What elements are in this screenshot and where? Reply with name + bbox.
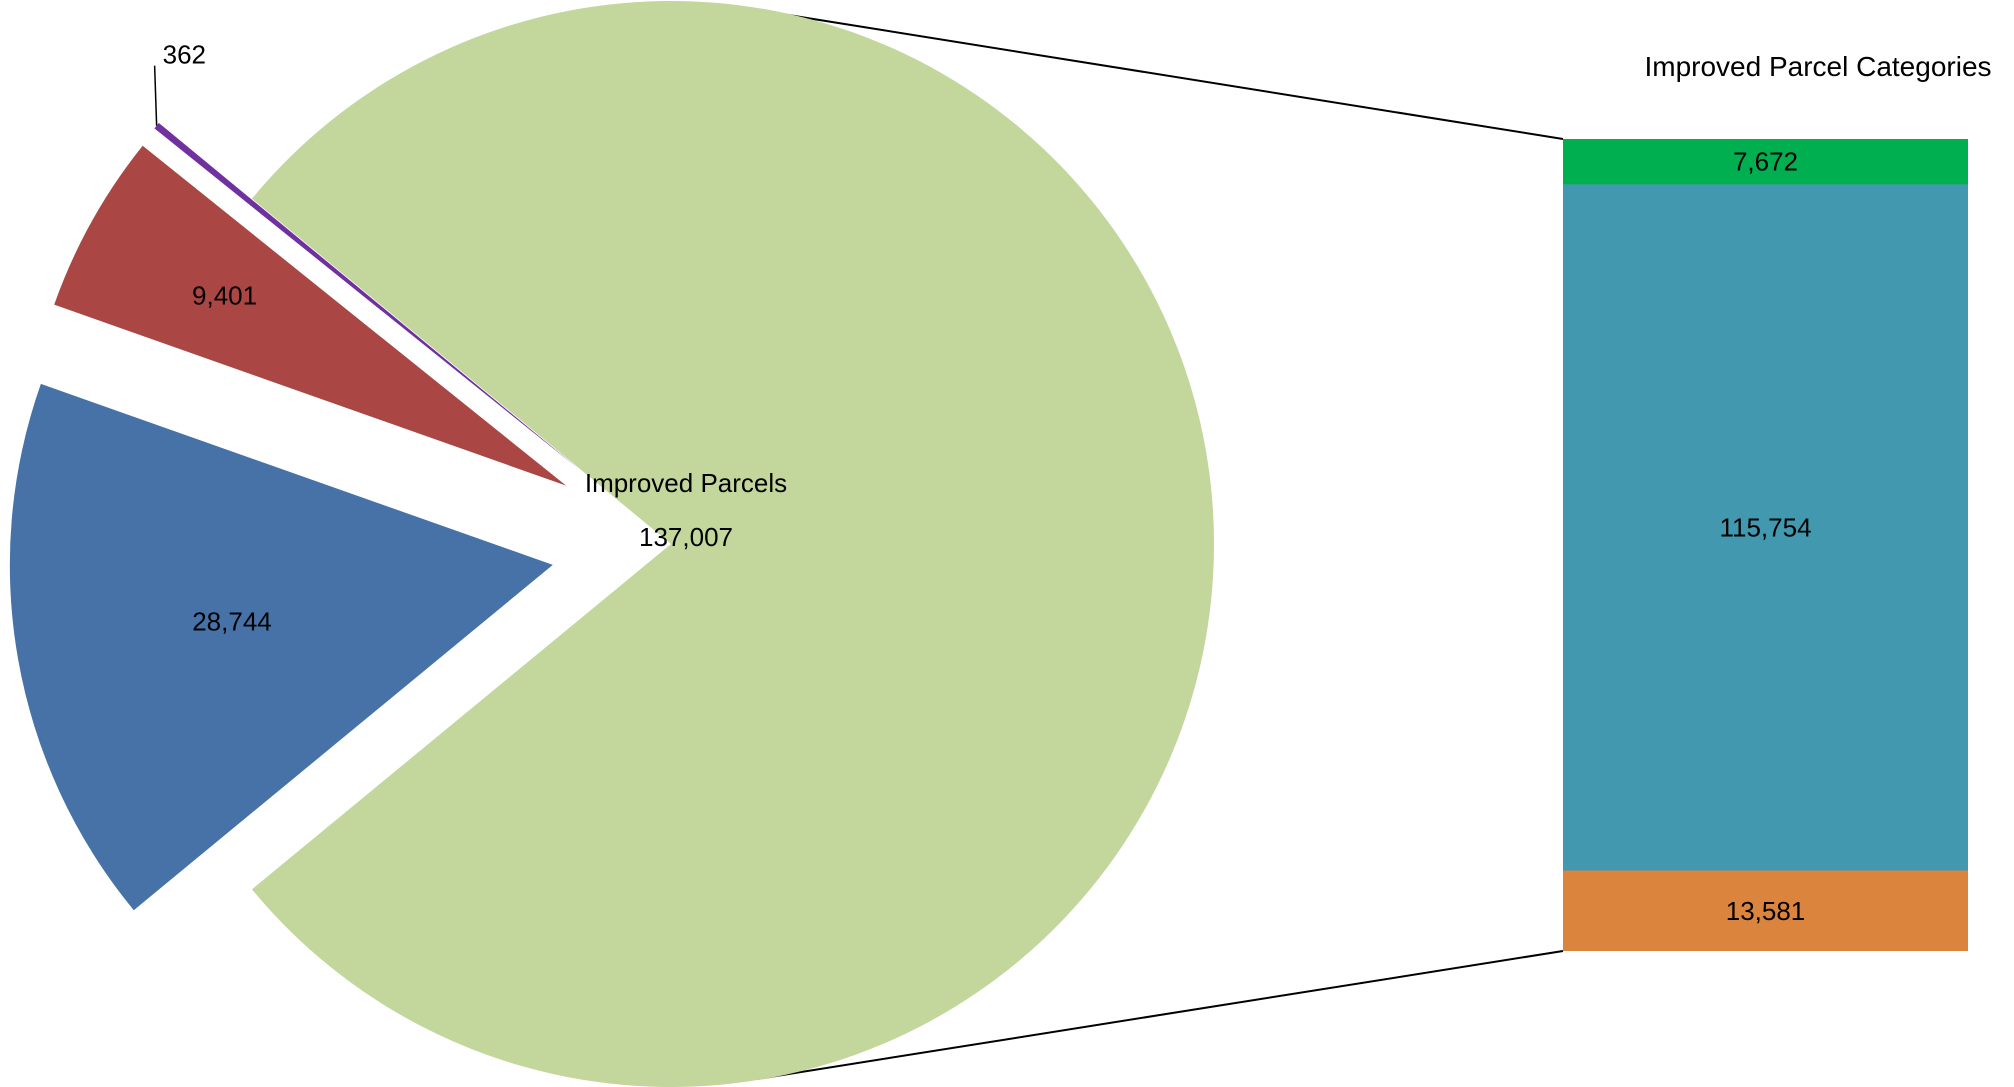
pie-slice-9-401 — [54, 145, 567, 486]
pie-slice-28-744 — [9, 383, 553, 911]
pie-slice-improved-parcels — [251, 0, 1215, 1087]
connector-line-bottom — [756, 950, 1564, 1080]
stacked-bar — [1563, 139, 1968, 951]
pie-slice-value-label: 28,744 — [192, 607, 272, 637]
pie-slice-362 — [154, 122, 578, 469]
connector-lines — [756, 9, 1564, 1080]
data-labels: Improved Parcels 137,007 28,744 9,401 362 7,6… — [153, 40, 1992, 926]
pie-slice-value-label: 362 — [163, 40, 206, 70]
bar-segment-value-label: 7,672 — [1733, 147, 1798, 177]
pie-slice-value-label: 9,401 — [192, 280, 257, 310]
pie-slice-label-value: 137,007 — [639, 522, 733, 552]
pie — [9, 0, 1215, 1087]
bar-segment-value-label: 115,754 — [1719, 512, 1811, 542]
connector-line-top — [756, 9, 1564, 140]
bar-segment-value-label: 13,581 — [1726, 896, 1806, 926]
leader-line — [153, 65, 158, 126]
bar-title: Improved Parcel Categories — [1644, 51, 1991, 82]
bar-segment-7-672 — [1563, 139, 1968, 185]
pie-slice-label-name: Improved Parcels — [585, 468, 787, 498]
bar-segment-115-754 — [1563, 184, 1968, 871]
bar-segment-13-581 — [1563, 870, 1968, 951]
